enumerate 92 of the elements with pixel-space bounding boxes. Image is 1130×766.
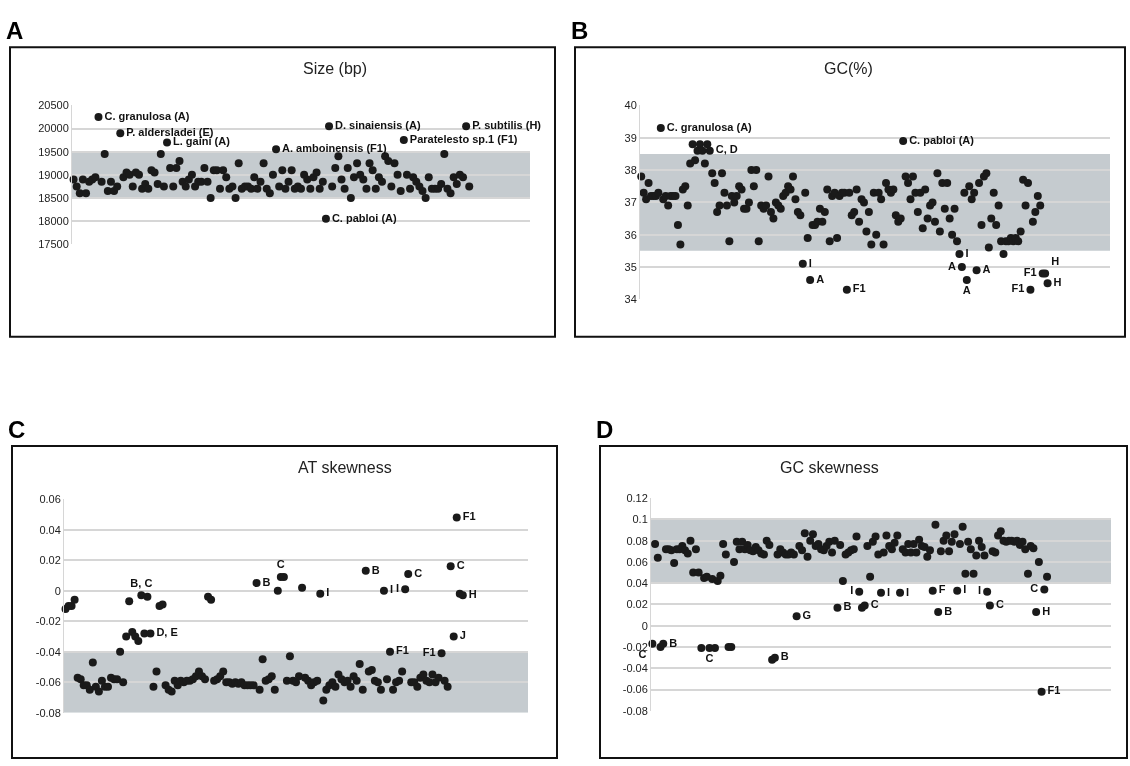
data-label: I — [850, 584, 854, 597]
y-tick-label: 0 — [641, 619, 648, 632]
chart-title: GC skewness — [780, 459, 879, 476]
data-label: C — [705, 652, 714, 665]
y-tick-label: 20500 — [38, 99, 69, 112]
data-label: F1 — [1047, 684, 1061, 697]
y-tick-label: 35 — [624, 260, 637, 273]
data-label: C — [456, 559, 465, 572]
y-tick-label: 38 — [624, 163, 637, 176]
y-tick-label: 18500 — [38, 191, 69, 204]
data-label: Paratelesto sp.1 (F1) — [409, 132, 518, 145]
data-label: C — [414, 566, 423, 579]
y-tick-label: 39 — [624, 131, 637, 144]
y-tick-label: 40 — [624, 99, 637, 112]
text: C — [8, 416, 26, 443]
data-label: C. granulosa (A) — [666, 120, 753, 133]
data-label: B, C — [130, 576, 153, 589]
data-label: H — [1053, 275, 1062, 288]
data-label: F1 — [852, 282, 866, 295]
data-label: A — [816, 272, 825, 285]
data-label: C — [276, 558, 285, 571]
data-label: A. amboinensis (F1) — [282, 142, 387, 155]
data-label: I — [808, 256, 812, 269]
y-tick-label: 0.06 — [39, 493, 61, 505]
data-label: B — [371, 563, 380, 576]
y-tick-label: 0.06 — [626, 555, 648, 568]
data-label: I — [978, 584, 982, 597]
chart-title: Size (bp) — [303, 60, 368, 77]
y-tick-label: -0.04 — [622, 662, 648, 675]
data-label: F1 — [422, 646, 436, 658]
y-tick-label: 36 — [624, 228, 637, 241]
data-label: I — [963, 583, 967, 596]
data-label: C — [1030, 582, 1039, 595]
y-tick-label: 0.02 — [626, 598, 648, 611]
data-label: B — [262, 575, 271, 588]
y-tick-label: 37 — [624, 196, 637, 209]
y-tick-label: -0.06 — [35, 676, 61, 689]
y-tick-label: -0.08 — [35, 706, 61, 719]
data-label: I — [965, 246, 969, 259]
text: D — [596, 416, 614, 443]
y-tick-label: -0.04 — [35, 645, 61, 658]
data-label: I — [389, 583, 394, 596]
data-label: C, D — [715, 143, 738, 156]
data-label: C. pabloi (A) — [331, 211, 398, 224]
data-label: J — [459, 629, 466, 642]
data-label: B — [669, 636, 678, 649]
data-label: C — [995, 598, 1004, 611]
data-label: C — [870, 598, 879, 611]
y-tick-label: 19000 — [38, 168, 69, 181]
data-label: P. subtilis (H) — [472, 118, 542, 131]
data-label: C. pabloi (A) — [909, 133, 975, 146]
data-label: F1 — [1023, 266, 1037, 279]
data-label: H — [468, 588, 477, 601]
data-label: F1 — [462, 510, 476, 523]
data-label: A — [962, 284, 971, 297]
data-label: B — [843, 600, 852, 613]
chart-title: GC(%) — [824, 60, 873, 77]
data-label: B — [944, 604, 953, 617]
data-label: B — [780, 650, 789, 663]
y-tick-label: 0.08 — [626, 534, 648, 547]
text: B — [571, 17, 589, 44]
data-label: I — [887, 585, 891, 598]
y-tick-label: 0.02 — [39, 554, 61, 567]
y-tick-label: 20000 — [38, 122, 69, 135]
y-tick-label: 0.04 — [39, 523, 61, 536]
y-tick-label: 18000 — [38, 214, 69, 227]
y-tick-label: 0.04 — [626, 577, 648, 590]
y-tick-label: 0.1 — [632, 513, 648, 526]
data-label: A — [982, 263, 991, 275]
chart-title: AT skewness — [298, 459, 392, 476]
data-label: H — [1051, 254, 1060, 267]
data-label: D. sinaiensis (A) — [335, 118, 421, 131]
data-label: F — [938, 583, 946, 596]
y-tick-label: 0.12 — [626, 492, 648, 505]
data-label: D, E — [156, 626, 178, 639]
data-label: A — [947, 259, 956, 272]
data-label: I — [396, 581, 400, 594]
data-label: F1 — [396, 644, 409, 657]
y-tick-label: 34 — [624, 293, 637, 306]
y-tick-label: -0.06 — [622, 683, 648, 696]
y-tick-label: 19500 — [38, 145, 69, 158]
y-tick-label: 17500 — [38, 238, 69, 251]
data-label: G — [802, 608, 812, 621]
y-tick-label: -0.08 — [622, 704, 648, 717]
data-label: C. granulosa (A) — [104, 109, 190, 122]
data-label: I — [326, 586, 330, 599]
data-label: I — [906, 585, 910, 598]
text: A — [6, 17, 24, 44]
data-label: F1 — [1011, 282, 1025, 295]
data-label: H — [1042, 604, 1051, 617]
y-tick-label: 0 — [54, 584, 61, 597]
y-tick-label: -0.02 — [35, 615, 61, 628]
